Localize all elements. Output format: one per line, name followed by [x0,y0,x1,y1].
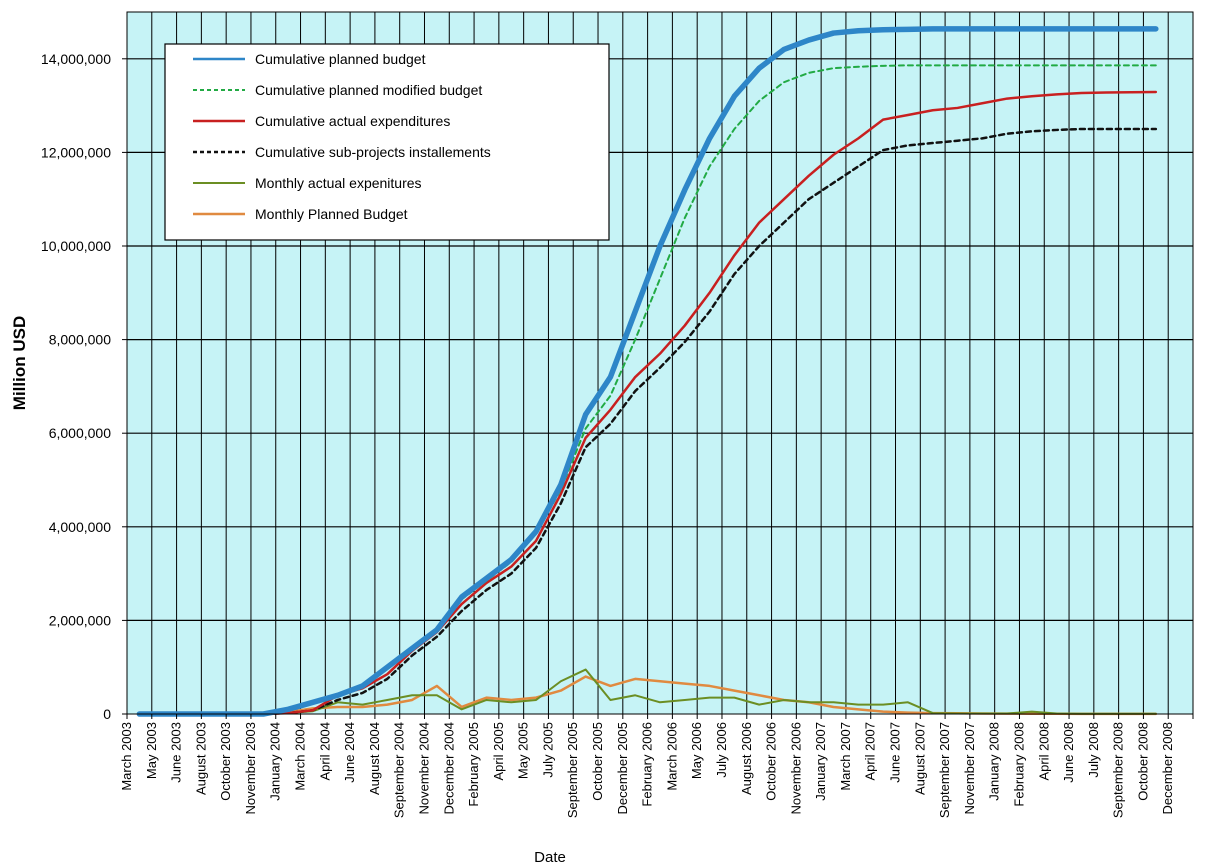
x-tick-label: October 2005 [590,722,605,801]
y-tick-label: 4,000,000 [49,519,111,535]
series-line-cumulative-actual-expenditures [138,90,1158,716]
x-tick-label: February 2006 [640,722,655,807]
x-tick-label: October 2003 [218,722,233,801]
y-axis-title: Million USD [10,316,29,410]
x-tick-label: March 2007 [838,722,853,791]
x-tick-label: August 2007 [912,722,927,795]
x-tick-label: December 2008 [1160,722,1175,815]
x-tick-label: March 2004 [293,722,308,791]
y-tick-label: 14,000,000 [41,51,111,67]
x-tick-label: September 2004 [392,722,407,818]
x-tick-label: April 2005 [491,722,506,781]
x-tick-label: July 2008 [1086,722,1101,778]
x-tick-label: January 2008 [987,722,1002,801]
series-line-cumulative-planned-budget [136,26,1159,717]
legend: Cumulative planned budget Cumulative plan… [164,43,610,241]
legend-label: Cumulative sub-projects installements [255,144,491,160]
x-tick-label: November 2006 [788,722,803,815]
x-tick-label: April 2007 [863,722,878,781]
x-tick-label: August 2004 [367,722,382,795]
x-tick-label: August 2006 [739,722,754,795]
series-layer [136,26,1159,717]
y-tick-label: 2,000,000 [49,612,111,628]
x-tick-label: December 2005 [615,722,630,815]
x-tick-label: January 2007 [813,722,828,801]
y-tick-label: 6,000,000 [49,425,111,441]
x-tick-label: October 2006 [764,722,779,801]
y-tick-label: 0 [103,706,111,722]
legend-box [164,43,610,241]
x-tick-label: October 2008 [1135,722,1150,801]
x-tick-label: June 2004 [342,722,357,783]
x-tick-label: November 2004 [416,722,431,815]
legend-label: Cumulative actual expenditures [255,113,450,129]
x-tick-label: August 2003 [193,722,208,795]
legend-label: Cumulative planned modified budget [255,82,482,98]
x-tick-label: September 2007 [937,722,952,818]
y-tick-label: 8,000,000 [49,332,111,348]
legend-label: Cumulative planned budget [255,51,426,67]
x-tick-label: December 2004 [441,722,456,815]
x-tick-label: May 2006 [689,722,704,779]
x-tick-label: June 2007 [888,722,903,783]
x-tick-label: February 2005 [466,722,481,807]
x-tick-label: March 2003 [119,722,134,791]
plot-border [126,11,1194,715]
legend-label: Monthly Planned Budget [255,206,408,222]
y-tick-label: 12,000,000 [41,144,111,160]
x-axis-title: Date [534,849,566,866]
x-tick-label: January 2004 [268,722,283,801]
x-tick-label: June 2003 [169,722,184,783]
x-axis-ticks: March 2003 May 2003 June 2003 August 2003 Oc… [119,714,1194,818]
y-tick-label: 10,000,000 [41,238,111,254]
legend-label: Monthly actual expenitures [255,175,422,191]
series-line-cumulative-sub-projects-installements [138,127,1158,716]
x-tick-label: June 2008 [1061,722,1076,783]
x-tick-label: April 2008 [1036,722,1051,781]
x-tick-label: July 2006 [714,722,729,778]
x-tick-label: May 2005 [516,722,531,779]
y-axis-ticks: 0 2,000,000 4,000,000 6,000,000 8,000,000 10,… [41,51,127,722]
x-tick-label: May 2003 [144,722,159,779]
x-tick-label: November 2007 [962,722,977,815]
x-tick-label: March 2006 [664,722,679,791]
x-tick-label: November 2003 [243,722,258,815]
x-tick-label: September 2005 [565,722,580,818]
x-tick-label: February 2008 [1011,722,1026,807]
x-tick-label: April 2004 [317,722,332,781]
x-tick-label: September 2008 [1111,722,1126,818]
x-tick-label: July 2005 [540,722,555,778]
